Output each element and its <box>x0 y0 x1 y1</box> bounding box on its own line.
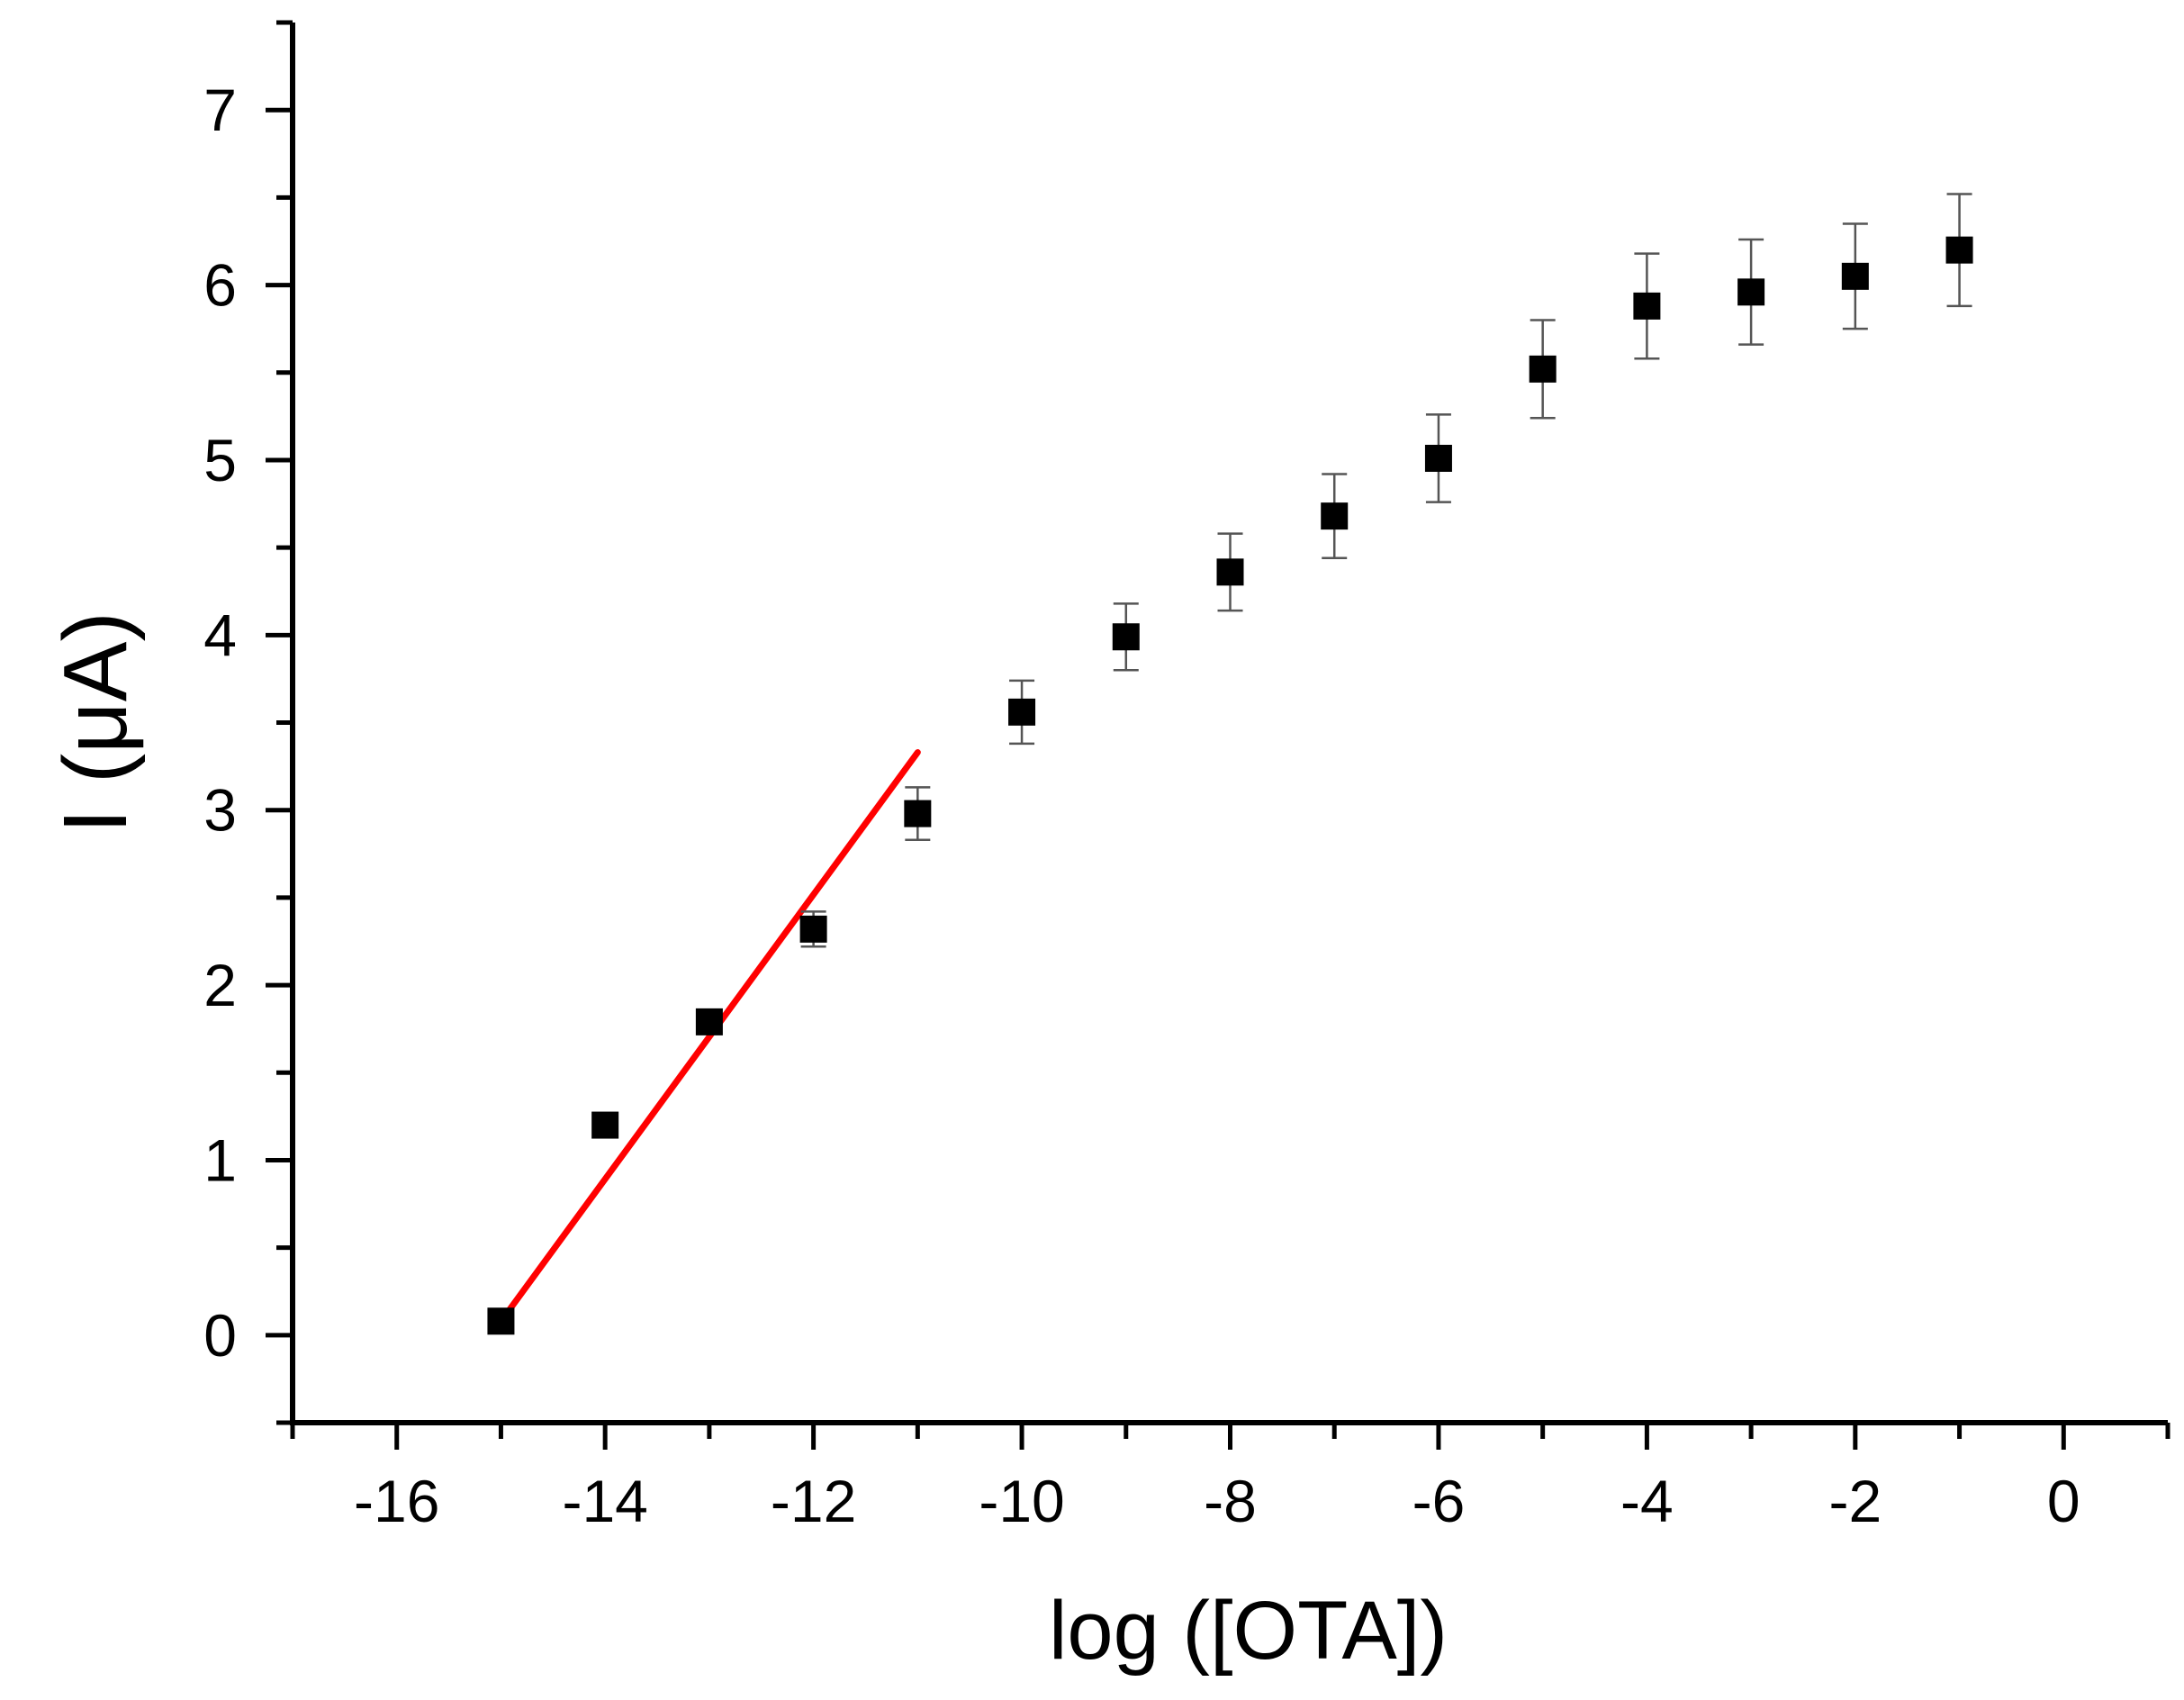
data-point <box>1945 236 1973 264</box>
data-point <box>1737 278 1765 306</box>
y-tick-label: 7 <box>203 77 237 143</box>
x-axis-ticks: -16 -14 -12 -10 -8 -6 -4 -2 0 <box>290 1423 2170 1534</box>
x-tick-label: -12 <box>771 1468 856 1534</box>
data-point <box>1424 444 1452 472</box>
y-tick-label: 3 <box>203 777 237 844</box>
x-tick-label: 0 <box>2047 1468 2080 1534</box>
data-point <box>799 915 827 943</box>
data-point <box>487 1307 515 1335</box>
data-point <box>1633 292 1661 320</box>
x-tick-label: -14 <box>562 1468 647 1534</box>
y-tick-label: 0 <box>203 1302 237 1369</box>
data-point <box>695 1008 723 1035</box>
data-point <box>1841 262 1869 290</box>
x-tick-label: -2 <box>1828 1468 1882 1534</box>
y-axis-ticks: 0 1 2 3 4 5 6 7 <box>203 20 293 1425</box>
data-point <box>1216 558 1244 586</box>
y-axis-title: I (μA) <box>45 611 146 833</box>
y-tick-label: 5 <box>203 427 237 493</box>
y-tick-label: 6 <box>203 252 237 319</box>
x-tick-label: -4 <box>1620 1468 1674 1534</box>
axes: 0 1 2 3 4 5 6 7 -16 -14 -12 -10 -8 -6 -4 -2 0 <box>203 20 2170 1534</box>
data-point <box>1112 623 1140 651</box>
x-tick-label: -10 <box>979 1468 1064 1534</box>
data-point <box>591 1111 619 1139</box>
y-tick-label: 4 <box>203 601 237 668</box>
data-points <box>487 193 1973 1335</box>
data-point <box>1008 698 1036 726</box>
data-point <box>904 800 932 827</box>
data-point <box>1321 502 1349 530</box>
x-tick-label: -8 <box>1204 1468 1257 1534</box>
x-tick-label: -6 <box>1412 1468 1466 1534</box>
data-point <box>1529 355 1557 383</box>
y-tick-label: 1 <box>203 1126 237 1193</box>
x-tick-label: -16 <box>354 1468 439 1534</box>
y-tick-label: 2 <box>203 952 237 1018</box>
x-axis-title: log ([OTA]) <box>1049 1585 1448 1677</box>
